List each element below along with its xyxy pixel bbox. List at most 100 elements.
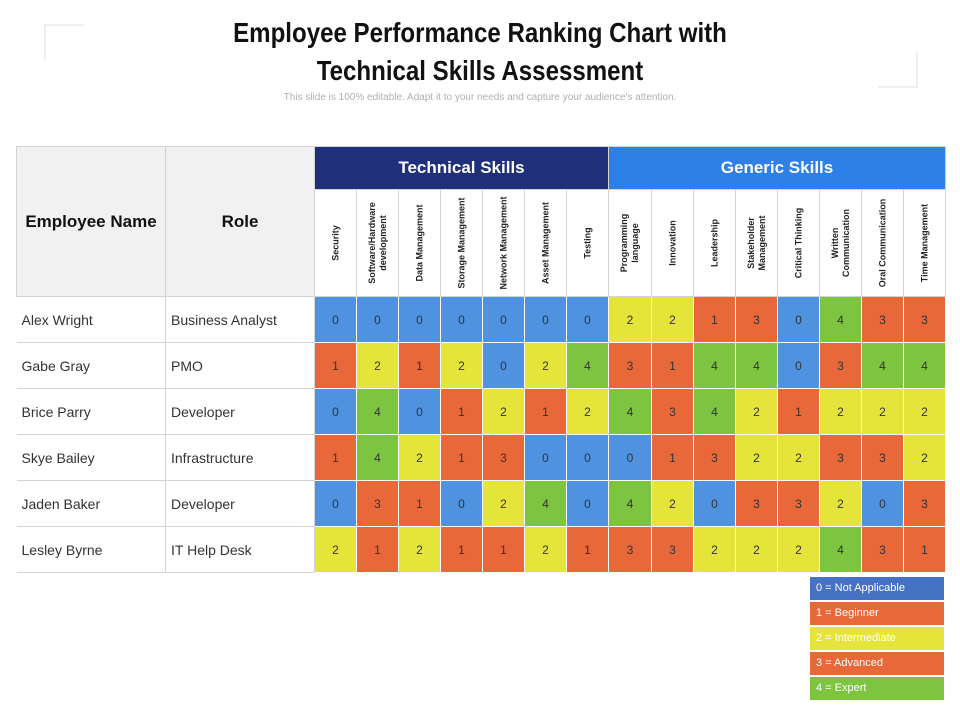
score-cell: 2 <box>735 526 778 573</box>
score-cell: 1 <box>398 342 441 389</box>
score-cell: 2 <box>398 434 441 481</box>
legend-item-0: 0 = Not Applicable <box>810 577 944 600</box>
title-line-1: Employee Performance Ranking Chart with <box>233 17 727 48</box>
score-cell: 3 <box>819 342 862 389</box>
title-line-2: Technical Skills Assessment <box>316 55 644 86</box>
decor-corner-bottom-right <box>878 52 918 88</box>
header-technical-skills: Technical Skills <box>314 146 609 190</box>
score-cell: 0 <box>440 480 483 527</box>
score-cell: 3 <box>861 434 904 481</box>
score-cell: 4 <box>819 296 862 343</box>
score-cell: 2 <box>356 342 399 389</box>
score-cell: 4 <box>903 342 946 389</box>
score-cell: 3 <box>651 388 694 435</box>
score-cell: 3 <box>608 526 652 573</box>
score-cell: 4 <box>566 342 609 389</box>
score-cell: 0 <box>524 296 567 343</box>
legend-item-2: 2 = Intermediate <box>810 627 944 650</box>
score-cell: 0 <box>482 296 525 343</box>
score-cell: 2 <box>566 388 609 435</box>
skill-label: Data Management <box>414 204 424 282</box>
employee-name-cell: Alex Wright <box>16 296 166 343</box>
score-cell: 1 <box>314 434 357 481</box>
table-row: Gabe Gray PMO 1 2 1 2 0 2 4 3 1 4 4 0 3 4 4 <box>16 342 946 389</box>
score-cell: 2 <box>314 526 357 573</box>
skill-header-stakeholder-management: Stakeholder Management <box>735 189 778 297</box>
score-cell: 2 <box>524 526 567 573</box>
score-cell: 1 <box>398 480 441 527</box>
score-cell: 0 <box>314 480 357 527</box>
role-cell: Business Analyst <box>165 296 315 343</box>
score-cell: 0 <box>398 296 441 343</box>
score-cell: 1 <box>777 388 820 435</box>
score-cell: 0 <box>482 342 525 389</box>
score-cell: 3 <box>735 480 778 527</box>
score-cell: 3 <box>356 480 399 527</box>
score-cell: 2 <box>398 526 441 573</box>
score-cell: 2 <box>777 434 820 481</box>
score-cell: 0 <box>693 480 736 527</box>
skill-label: Oral Communication <box>877 198 887 288</box>
score-cell: 2 <box>482 388 525 435</box>
legend-item-3: 3 = Advanced <box>810 652 944 675</box>
score-cell: 2 <box>608 296 652 343</box>
score-cell: 3 <box>819 434 862 481</box>
score-cell: 2 <box>651 480 694 527</box>
score-cell: 0 <box>524 434 567 481</box>
score-cell: 2 <box>482 480 525 527</box>
score-cell: 4 <box>861 342 904 389</box>
score-cell: 3 <box>735 296 778 343</box>
role-cell: IT Help Desk <box>165 526 315 573</box>
employee-name-cell: Lesley Byrne <box>16 526 166 573</box>
score-cell: 4 <box>356 388 399 435</box>
score-cell: 1 <box>314 342 357 389</box>
score-cell: 0 <box>314 296 357 343</box>
skill-label: Written Communication <box>829 209 851 278</box>
score-cell: 3 <box>861 526 904 573</box>
skill-header-software-hardware-development: Software/Hardware development <box>356 189 399 297</box>
score-cell: 0 <box>777 296 820 343</box>
score-cell: 1 <box>440 388 483 435</box>
skill-header-leadership: Leadership <box>693 189 736 297</box>
score-cell: 0 <box>356 296 399 343</box>
score-cell: 3 <box>651 526 694 573</box>
legend-item-1: 1 = Beginner <box>810 602 944 625</box>
skill-label: Time Management <box>919 203 929 283</box>
role-cell: PMO <box>165 342 315 389</box>
skill-header-data-management: Data Management <box>398 189 441 297</box>
skill-label: Security <box>330 225 340 261</box>
score-cell: 0 <box>608 434 652 481</box>
score-cell: 0 <box>398 388 441 435</box>
score-cell: 1 <box>566 526 609 573</box>
score-cell: 1 <box>482 526 525 573</box>
score-cell: 4 <box>608 388 652 435</box>
skill-label: Critical Thinking <box>793 207 803 279</box>
skill-header-testing: Testing <box>566 189 609 297</box>
decor-corner-top-left <box>44 24 84 60</box>
skill-label: Programming language <box>619 213 640 273</box>
skills-table: Employee Name Role Technical Skills Gene… <box>16 146 946 573</box>
score-cell: 4 <box>608 480 652 527</box>
score-cell: 2 <box>903 434 946 481</box>
score-cell: 2 <box>440 342 483 389</box>
skill-header-time-management: Time Management <box>903 189 946 297</box>
score-cell: 2 <box>903 388 946 435</box>
score-cell: 2 <box>777 526 820 573</box>
score-cell: 0 <box>861 480 904 527</box>
score-cell: 0 <box>777 342 820 389</box>
subtitle: This slide is 100% editable. Adapt it to… <box>283 92 677 103</box>
employee-name-cell: Brice Parry <box>16 388 166 435</box>
score-cell: 4 <box>693 388 736 435</box>
table-row: Brice Parry Developer 0 4 0 1 2 1 2 4 3 4 2 1 2 2 2 <box>16 388 946 435</box>
skill-label: Network Management <box>498 196 508 290</box>
skill-label: Innovation <box>667 220 677 266</box>
table-row: Jaden Baker Developer 0 3 1 0 2 4 0 4 2 0 3 3 2 0 3 <box>16 480 946 527</box>
skill-header-written-communication: Written Communication <box>819 189 862 297</box>
score-cell: 2 <box>819 480 862 527</box>
header-role: Role <box>165 146 315 297</box>
employee-name-cell: Gabe Gray <box>16 342 166 389</box>
skill-header-oral-communication: Oral Communication <box>861 189 904 297</box>
score-cell: 4 <box>735 342 778 389</box>
skill-header-security: Security <box>314 189 357 297</box>
score-cell: 4 <box>819 526 862 573</box>
